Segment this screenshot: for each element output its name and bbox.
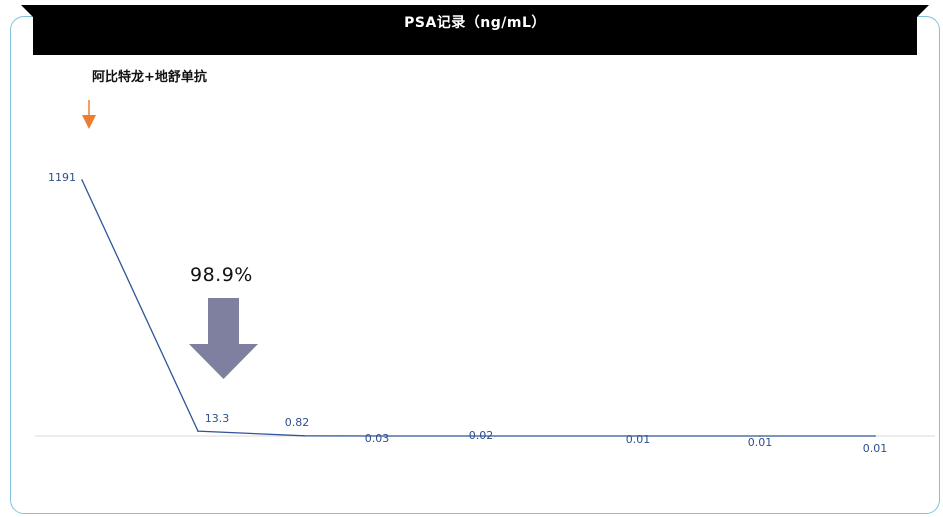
data-point bbox=[303, 435, 305, 437]
reduction-percent-label: 98.9% bbox=[190, 264, 253, 286]
banner-corner-left bbox=[21, 5, 33, 17]
data-label: 0.01 bbox=[748, 436, 773, 449]
title-banner bbox=[33, 5, 917, 55]
data-label: 1191 bbox=[48, 171, 76, 184]
data-label: 0.82 bbox=[285, 416, 310, 429]
data-point bbox=[480, 435, 482, 437]
data-point bbox=[759, 435, 761, 437]
psa-series-line bbox=[81, 179, 875, 437]
data-point bbox=[874, 435, 876, 437]
big-down-arrow-icon bbox=[189, 298, 258, 379]
data-label: 0.02 bbox=[469, 429, 494, 442]
data-point bbox=[376, 435, 378, 437]
down-arrow-icon bbox=[82, 100, 96, 129]
data-point bbox=[637, 435, 639, 437]
treatment-label: 阿比特龙+地舒单抗 bbox=[92, 70, 207, 85]
chart-title: PSA记录（ng/mL） bbox=[404, 15, 546, 31]
data-label: 0.01 bbox=[863, 442, 888, 455]
banner-corner-right bbox=[917, 5, 929, 17]
data-point bbox=[197, 430, 199, 432]
data-label: 13.3 bbox=[205, 412, 230, 425]
data-point bbox=[81, 179, 83, 181]
data-label: 0.03 bbox=[365, 432, 390, 445]
data-label: 0.01 bbox=[626, 433, 651, 446]
